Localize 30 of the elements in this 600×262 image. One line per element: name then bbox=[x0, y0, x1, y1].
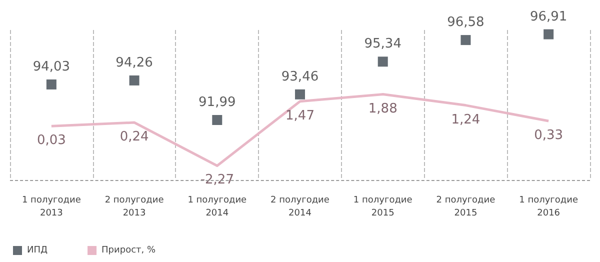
data-label: 0,33 bbox=[534, 128, 564, 143]
data-label: 1,24 bbox=[451, 112, 480, 128]
x-tick-label: 2 полугодие 2013 bbox=[104, 196, 164, 218]
x-tick-label: 1 полугодие 2013 bbox=[22, 196, 82, 218]
data-label: 91,99 bbox=[198, 95, 236, 110]
point bbox=[129, 75, 140, 86]
point bbox=[460, 35, 471, 46]
data-label: 95,34 bbox=[364, 36, 402, 52]
data-label: 94,26 bbox=[116, 55, 153, 70]
x-tick-label: 1 полугодие 2016 bbox=[519, 196, 578, 218]
data-label: 96,58 bbox=[447, 15, 484, 30]
data-label: 94,03 bbox=[32, 59, 70, 74]
data-label: 96,91 bbox=[530, 9, 568, 24]
data-label: -2,27 bbox=[200, 172, 234, 188]
legend-label: Прирост, % bbox=[102, 246, 156, 256]
data-label: 0,24 bbox=[120, 130, 149, 145]
point bbox=[295, 89, 305, 100]
point bbox=[212, 115, 222, 125]
point bbox=[378, 56, 388, 67]
data-label: 1,47 bbox=[286, 108, 314, 124]
x-tick-label: 2 полугодие 2015 bbox=[436, 196, 496, 218]
data-label: 93,46 bbox=[281, 69, 319, 84]
x-tick-label: 2 полугодие 2014 bbox=[270, 196, 330, 218]
point bbox=[46, 79, 56, 90]
x-tick-label: 1 полугодие 2014 bbox=[188, 196, 248, 218]
point bbox=[544, 29, 554, 40]
data-label: 0,03 bbox=[36, 133, 66, 148]
x-tick-label: 1 полугодие 2015 bbox=[353, 196, 413, 218]
legend-label: ИПД bbox=[27, 246, 48, 256]
data-label: 1,88 bbox=[368, 101, 398, 116]
